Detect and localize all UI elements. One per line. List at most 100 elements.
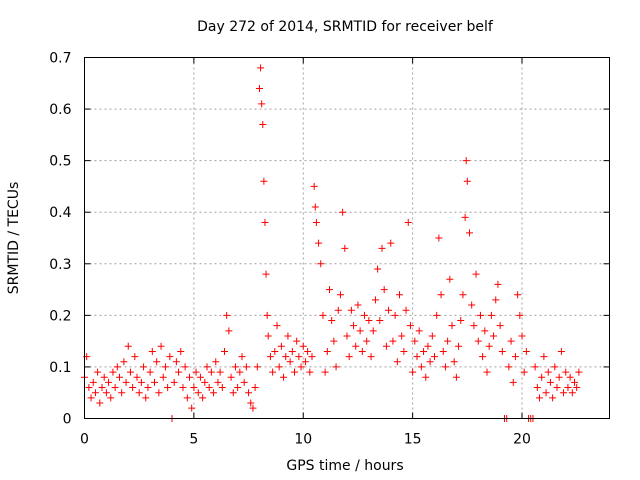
data-point [293,337,301,345]
data-point [462,157,470,165]
data-point [315,239,323,247]
data-point [428,332,436,340]
data-point [151,378,158,386]
data-point [225,327,233,335]
data-point [319,311,327,319]
y-tick-label: 0.4 [49,205,71,221]
data-point [133,373,141,381]
data-point [426,358,434,366]
data-point [291,368,298,376]
data-point [301,358,309,366]
data-point [259,121,267,129]
data-point [481,327,489,335]
data-point [387,239,395,247]
data-point [339,208,347,216]
data-point [159,373,167,381]
data-point [236,368,244,376]
data-point [188,404,196,412]
x-tick-label: 15 [404,432,422,448]
data-point [573,384,581,392]
data-point [396,291,403,299]
data-point [352,342,360,350]
data-point [553,384,561,392]
data-point [190,384,198,392]
data-point [201,378,209,386]
data-point [105,378,113,386]
data-point [332,363,340,371]
data-point [264,332,272,340]
y-tick-label: 0.1 [49,360,71,376]
data-point [207,368,215,376]
data-point [214,378,222,386]
data-point [126,368,134,376]
data-point [406,322,414,330]
data-point [371,296,379,304]
data-point [446,275,454,283]
data-point [461,213,469,221]
data-point [295,353,303,361]
data-point [560,389,568,397]
x-tick-label: 20 [513,432,531,448]
data-point [400,347,408,355]
data-point [186,373,193,381]
data-point [441,363,449,371]
data-point [100,373,108,381]
data-point [439,347,447,355]
y-tick-label: 0 [63,412,72,428]
data-point [380,286,388,294]
data-point [385,306,393,314]
data-point [257,64,265,72]
data-point [266,353,274,361]
data-point [361,311,368,319]
data-point [271,347,279,355]
data-point [557,347,565,355]
data-point [505,363,513,371]
data-point [102,389,110,397]
data-point [203,363,211,371]
y-tick-label: 0.7 [49,51,71,67]
chart-title: Day 272 of 2014, SRMTID for receiver bel… [197,19,494,35]
data-point [391,311,399,319]
data-point [249,404,257,412]
data-point [129,384,137,392]
data-point [212,358,220,366]
data-point [238,353,246,361]
data-point [120,358,128,366]
data-point [555,373,563,381]
data-point [564,384,572,392]
data-point [227,373,235,381]
data-point [466,229,473,237]
data-point [350,322,358,330]
data-point [284,332,292,340]
data-point [326,286,333,294]
x-tick-label: 5 [189,432,198,448]
data-point [96,399,104,407]
data-point [218,384,226,392]
data-point [306,368,314,376]
data-point [260,177,268,185]
data-point [310,182,318,190]
data-point [376,317,384,325]
data-point [142,394,150,402]
data-point [531,363,539,371]
data-point [476,311,484,319]
data-point [282,353,290,361]
data-point [369,327,377,335]
data-point [542,389,550,397]
data-point [179,384,187,392]
data-point [424,342,432,350]
data-point [262,270,270,278]
data-point [210,389,218,397]
data-point [540,353,548,361]
data-point [330,337,338,345]
data-point [164,384,172,392]
data-point [140,363,148,371]
data-point [148,347,156,355]
data-point [546,378,554,386]
y-tick-label: 0.5 [49,154,71,170]
data-point [323,347,331,355]
data-point [242,363,250,371]
data-point [251,384,259,392]
data-point [89,378,97,386]
data-point [382,342,390,350]
